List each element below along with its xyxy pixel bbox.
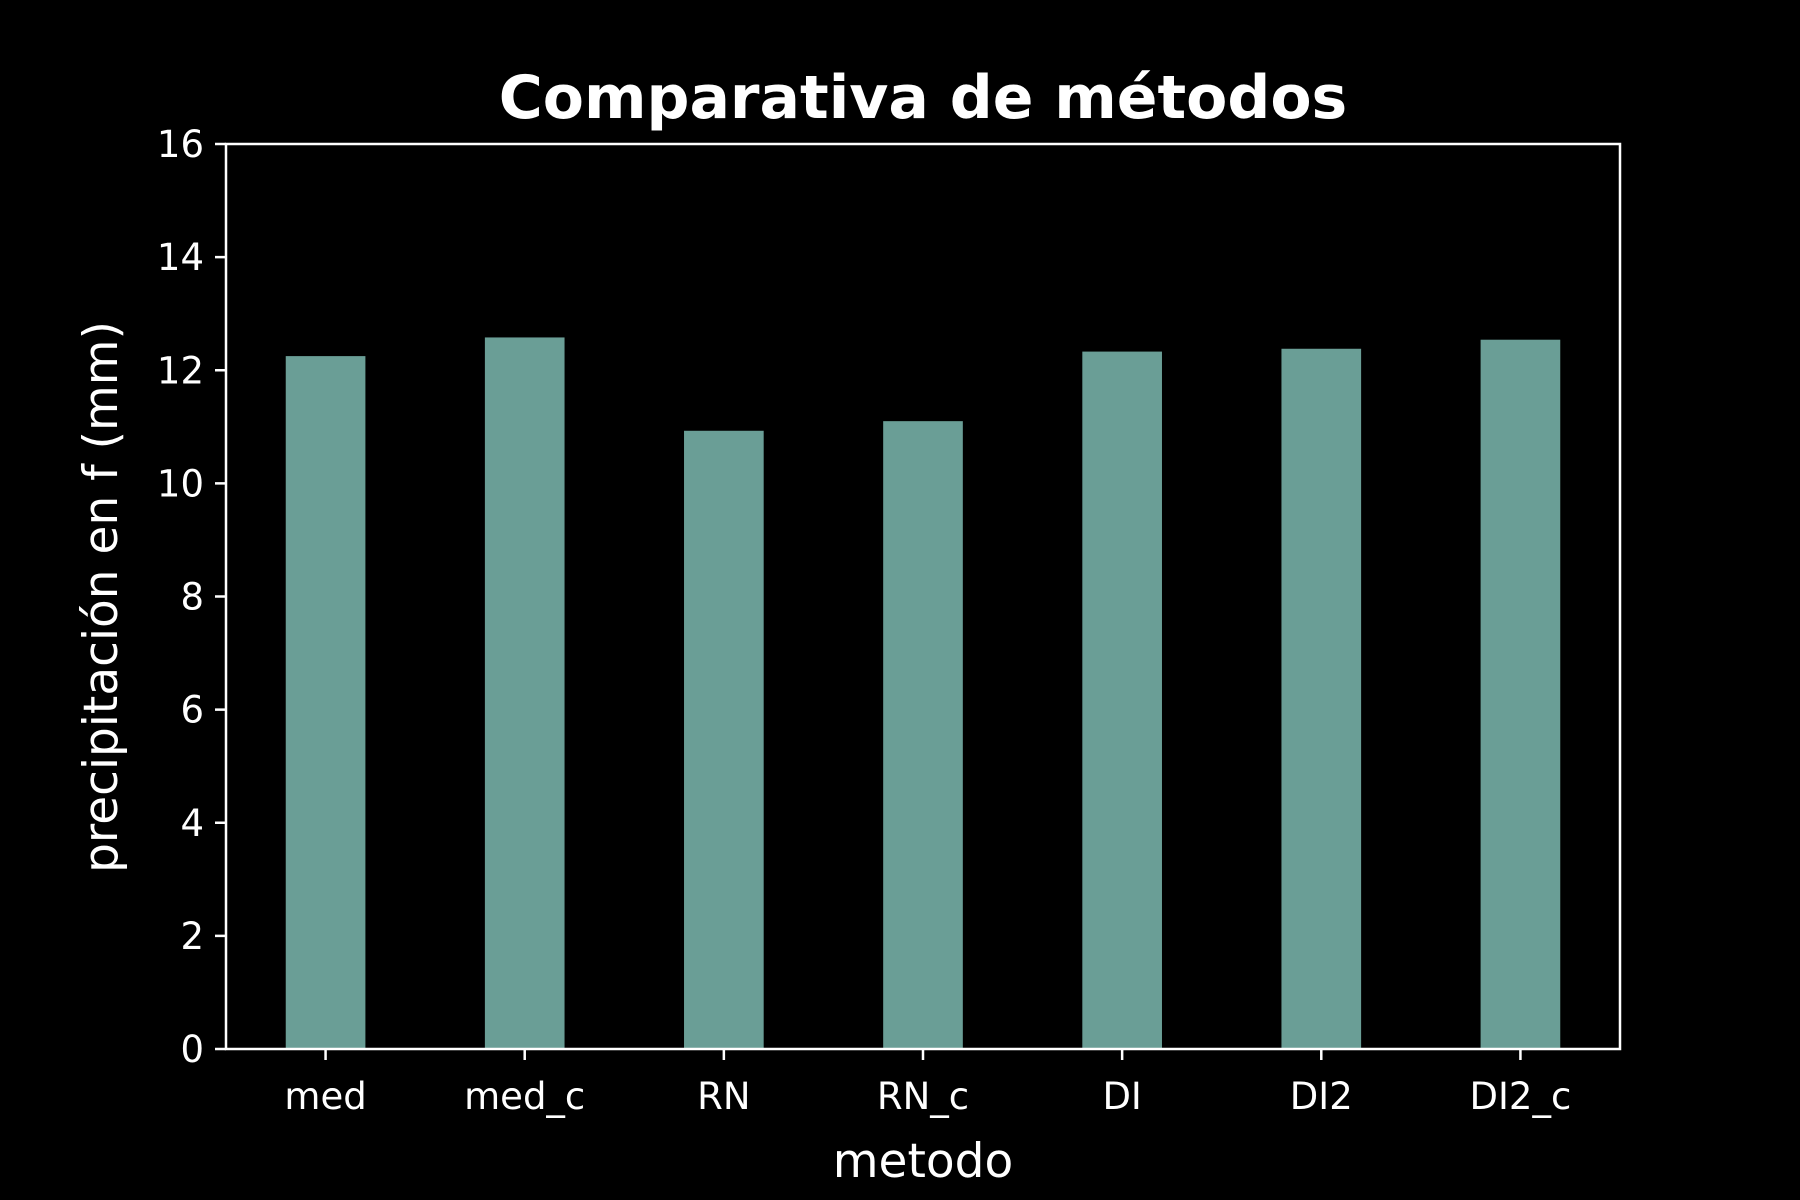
bar-med_c [484, 337, 565, 1050]
chart-title: Comparativa de métodos [499, 63, 1348, 133]
x-tick-label-DI2_c: DI2_c [1470, 1075, 1572, 1118]
bar-RN_c [883, 421, 963, 1049]
bars-group [285, 337, 1561, 1050]
x-tick-label-DI2: DI2 [1290, 1075, 1353, 1118]
y-tick-label-0: 0 [180, 1028, 204, 1071]
bar-RN [684, 430, 764, 1050]
bar-DI [1082, 351, 1162, 1050]
x-tick-label-med_c: med_c [464, 1075, 585, 1118]
y-tick-label-10: 10 [157, 462, 204, 505]
y-tick-label-14: 14 [157, 236, 204, 279]
y-axis: 0 2 4 6 8 10 12 14 16 [157, 123, 226, 1071]
y-axis-label: precipitación en f (mm) [74, 321, 129, 873]
x-axis-label: metodo [833, 1134, 1013, 1189]
y-tick-label-8: 8 [180, 576, 204, 619]
bar-DI2 [1281, 348, 1362, 1050]
bar-DI2_c [1480, 339, 1561, 1049]
y-tick-label-16: 16 [157, 123, 204, 166]
y-tick-label-2: 2 [180, 915, 204, 958]
y-tick-label-6: 6 [180, 689, 204, 732]
y-tick-label-4: 4 [180, 802, 204, 845]
x-tick-label-RN: RN [697, 1075, 750, 1118]
x-tick-label-med: med [284, 1075, 366, 1118]
y-tick-label-12: 12 [157, 349, 204, 392]
x-axis: med med_c RN RN_c DI DI2 DI2_c [284, 1049, 1571, 1118]
x-tick-label-RN_c: RN_c [877, 1075, 969, 1118]
x-tick-label-DI: DI [1102, 1075, 1141, 1118]
bar-med [285, 356, 366, 1049]
